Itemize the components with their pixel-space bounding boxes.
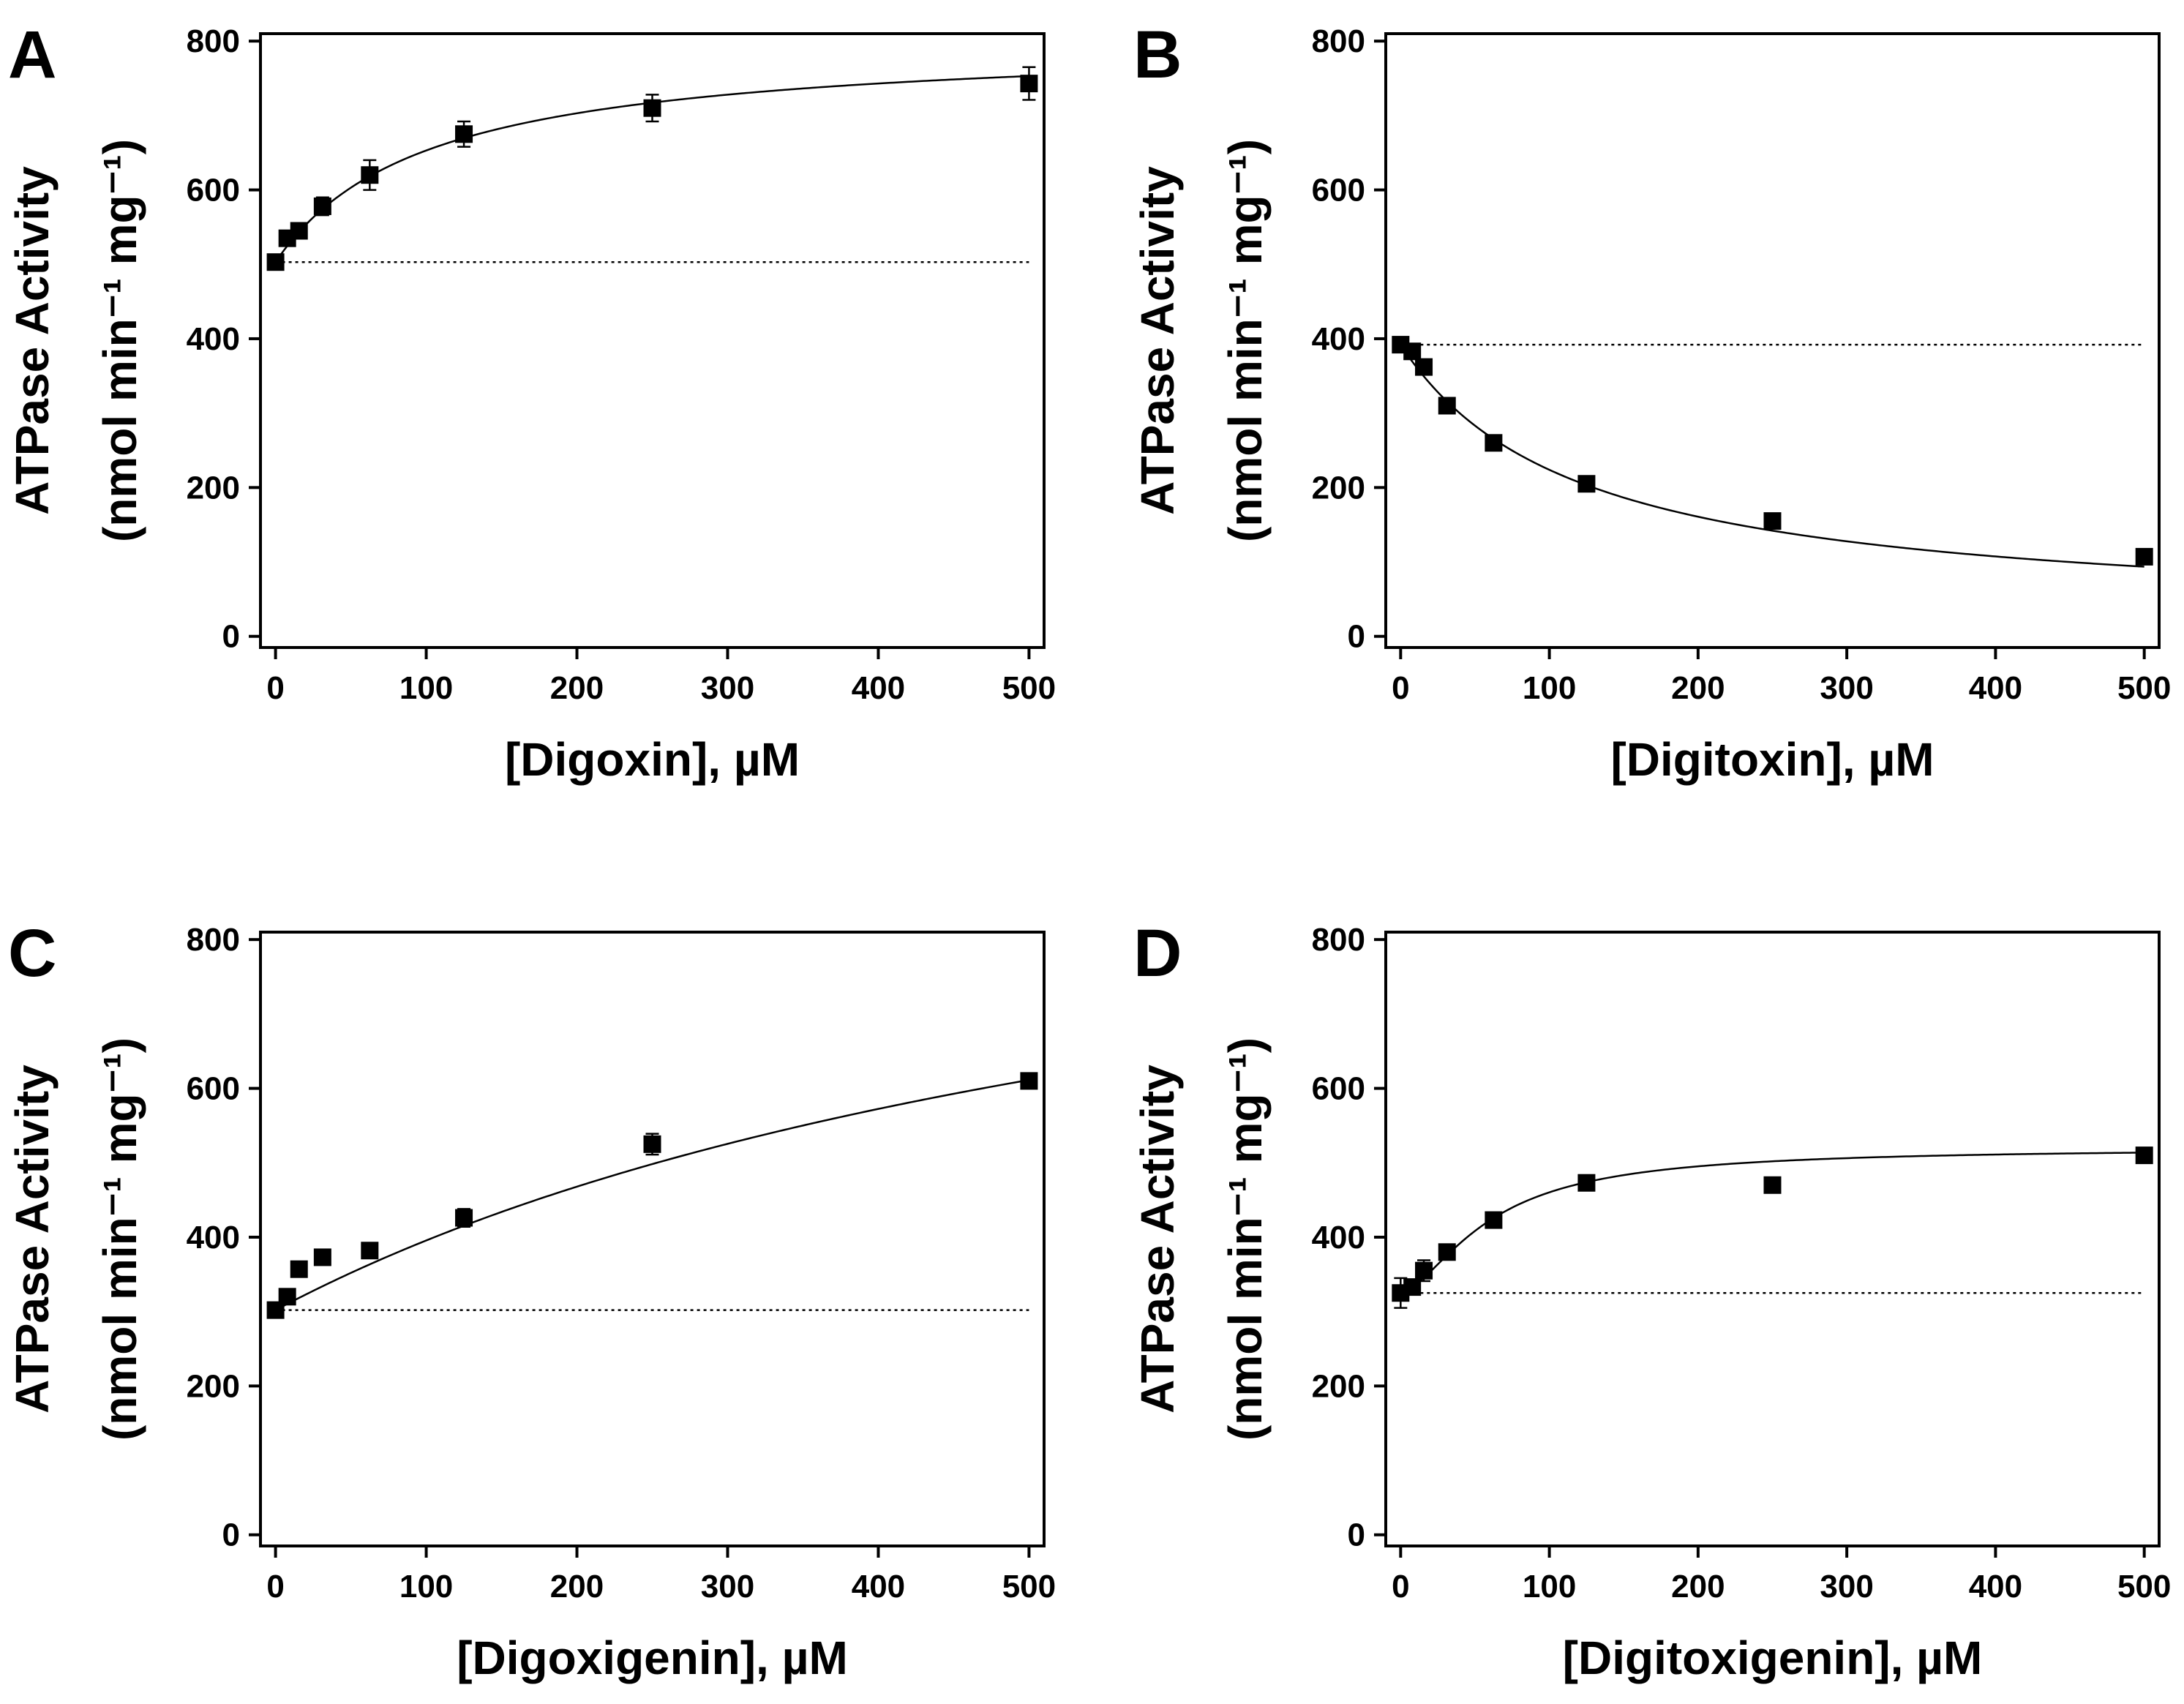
x-axis-title: [Digitoxigenin], µM [1563, 1632, 1983, 1684]
x-tick-label: 300 [701, 670, 754, 706]
data-point [455, 1209, 473, 1227]
x-tick-label: 200 [1671, 1569, 1725, 1604]
y-tick-label: 600 [1312, 1071, 1365, 1107]
data-point [1438, 397, 1456, 415]
data-point [1485, 1211, 1503, 1229]
x-tick-label: 500 [2117, 670, 2171, 706]
data-point [455, 125, 473, 143]
x-tick-label: 400 [852, 670, 905, 706]
x-tick-label: 500 [2117, 1569, 2171, 1604]
y-axis-title: ATPase Activity [1131, 166, 1184, 515]
data-point [1577, 1174, 1596, 1192]
data-point [1763, 1176, 1782, 1194]
y-tick-label: 600 [187, 173, 240, 209]
y-tick-label: 800 [1312, 23, 1365, 59]
y-tick-label: 600 [187, 1071, 240, 1107]
y-tick-label: 200 [187, 1368, 240, 1404]
data-point [290, 222, 308, 240]
y-tick-label: 0 [1348, 619, 1365, 655]
panel-c: 0 100 200 300 400 500 0 200 400 600 800 [Digoxigeni… [6, 916, 1056, 1684]
y-tick-label: 0 [222, 1517, 240, 1553]
x-tick-label: 500 [1002, 670, 1056, 706]
data-point [1763, 512, 1782, 530]
panel-letter: B [1133, 18, 1182, 92]
y-tick-label: 400 [187, 321, 240, 357]
y-tick-label: 400 [1312, 321, 1365, 357]
data-point [643, 1135, 661, 1153]
y-axis-title: ATPase Activity [6, 1065, 59, 1414]
x-tick-label: 100 [1523, 670, 1576, 706]
x-tick-label: 400 [1969, 1569, 2022, 1604]
x-tick-label: 0 [266, 670, 284, 706]
y-tick-label: 0 [222, 619, 240, 655]
y-tick-label: 800 [187, 23, 240, 59]
x-tick-label: 100 [1523, 1569, 1576, 1604]
fit-curve [1400, 344, 2144, 568]
y-axis-units: (nmol min⁻¹ mg⁻¹) [1219, 139, 1272, 542]
panel-b: 0 100 200 300 400 500 0 200 400 600 800 [Digitoxin]… [1131, 18, 2171, 786]
x-tick-label: 300 [1820, 670, 1873, 706]
y-axis-units: (nmol min⁻¹ mg⁻¹) [94, 139, 146, 542]
x-tick-label: 400 [1969, 670, 2022, 706]
data-point [361, 166, 379, 184]
y-tick-label: 200 [1312, 470, 1365, 506]
y-tick-label: 600 [1312, 173, 1365, 209]
x-tick-label: 100 [399, 670, 453, 706]
x-tick-label: 200 [550, 670, 604, 706]
panel-letter: C [8, 916, 56, 991]
y-tick-label: 800 [1312, 922, 1365, 958]
y-tick-label: 400 [187, 1220, 240, 1256]
x-tick-label: 300 [701, 1569, 754, 1604]
data-point [1485, 434, 1503, 452]
y-axis-title: ATPase Activity [1131, 1065, 1184, 1414]
data-point [1577, 475, 1596, 493]
panel-d: 0 100 200 300 400 500 0 200 400 600 800 [Digitoxige… [1131, 916, 2171, 1684]
y-tick-label: 200 [1312, 1368, 1365, 1404]
panel-a: 0 100 200 300 400 500 0 200 400 600 800 [Digoxin], … [6, 18, 1056, 786]
data-point [2135, 1146, 2153, 1165]
data-point [1020, 1072, 1038, 1090]
data-point [290, 1260, 308, 1278]
data-point [313, 197, 331, 215]
x-tick-label: 0 [1392, 670, 1409, 706]
x-tick-label: 500 [1002, 1569, 1056, 1604]
data-point [643, 99, 661, 117]
x-tick-label: 0 [266, 1569, 284, 1604]
x-tick-label: 200 [550, 1569, 604, 1604]
data-point [1438, 1243, 1456, 1261]
y-tick-label: 400 [1312, 1220, 1365, 1256]
data-point [1020, 75, 1038, 93]
fit-curve [1400, 1152, 2144, 1294]
fit-curve [275, 1078, 1029, 1311]
x-axis-title: [Digoxigenin], µM [457, 1632, 848, 1684]
y-axis-title: ATPase Activity [6, 166, 59, 515]
x-tick-label: 100 [399, 1569, 453, 1604]
x-axis-title: [Digitoxin], µM [1610, 733, 1934, 786]
panel-letter: A [8, 18, 56, 92]
y-tick-label: 200 [187, 470, 240, 506]
plot-frame [1384, 32, 2161, 649]
data-point [278, 1288, 296, 1306]
data-point [2135, 547, 2153, 566]
x-axis-title: [Digoxin], µM [505, 733, 800, 786]
y-axis-units: (nmol min⁻¹ mg⁻¹) [94, 1037, 146, 1441]
data-point [361, 1242, 379, 1260]
data-point [266, 253, 285, 271]
plot-frame [259, 32, 1046, 649]
data-point [1415, 358, 1433, 376]
data-point [1403, 342, 1422, 361]
plot-frame [1384, 931, 2161, 1547]
y-axis-units: (nmol min⁻¹ mg⁻¹) [1219, 1037, 1272, 1441]
data-point [1415, 1261, 1433, 1280]
plot-frame [259, 931, 1046, 1547]
x-tick-label: 300 [1820, 1569, 1873, 1604]
x-tick-label: 0 [1392, 1569, 1409, 1604]
data-point [313, 1248, 331, 1266]
y-tick-label: 800 [187, 922, 240, 958]
x-tick-label: 400 [852, 1569, 905, 1604]
panel-letter: D [1133, 916, 1182, 991]
x-tick-label: 200 [1671, 670, 1725, 706]
y-tick-label: 0 [1348, 1517, 1365, 1553]
